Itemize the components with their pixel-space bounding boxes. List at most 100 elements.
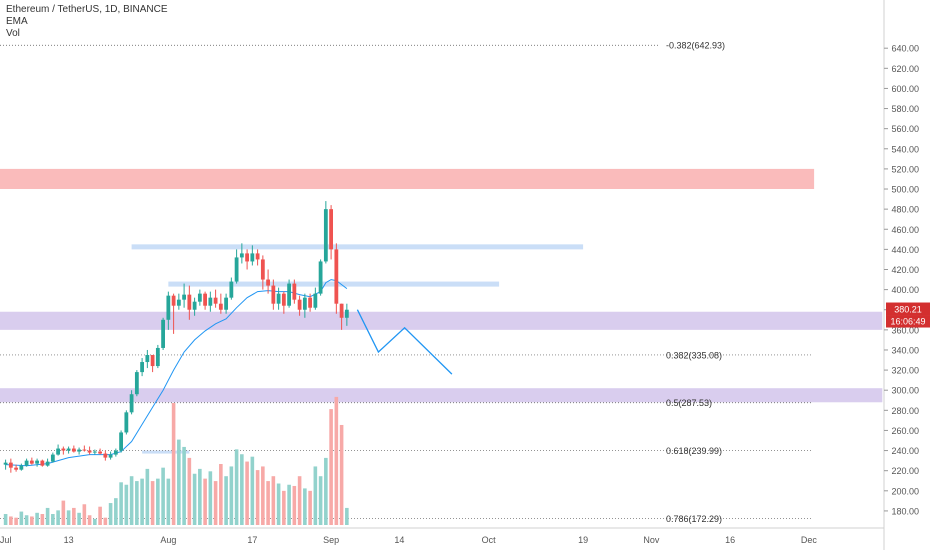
blue-zone[interactable] bbox=[131, 244, 584, 250]
candle-body[interactable] bbox=[29, 460, 34, 464]
candle-body[interactable] bbox=[218, 303, 223, 310]
candle-body[interactable] bbox=[239, 253, 244, 258]
candle-body[interactable] bbox=[3, 462, 8, 465]
candle-body[interactable] bbox=[119, 432, 123, 451]
candle-body[interactable] bbox=[134, 372, 139, 395]
candle-body[interactable] bbox=[334, 249, 339, 304]
volume-bar bbox=[308, 490, 312, 525]
candle-body[interactable] bbox=[50, 454, 55, 462]
candle-body[interactable] bbox=[197, 293, 202, 302]
ema-indicator-label[interactable]: EMA bbox=[6, 16, 28, 27]
candle-body[interactable] bbox=[129, 394, 134, 413]
candle-body[interactable] bbox=[14, 467, 18, 470]
candle-body[interactable] bbox=[145, 354, 150, 363]
candle-body[interactable] bbox=[234, 257, 239, 282]
price-tick-label: 500.00 bbox=[891, 185, 919, 195]
volume-bar bbox=[87, 515, 92, 525]
candle-body[interactable] bbox=[281, 293, 286, 306]
candle-body[interactable] bbox=[329, 209, 333, 250]
candle-body[interactable] bbox=[260, 259, 265, 280]
candle-body[interactable] bbox=[124, 412, 129, 433]
price-tick-label: 480.00 bbox=[891, 205, 919, 215]
support-zone[interactable] bbox=[0, 311, 883, 330]
candle-body[interactable] bbox=[150, 354, 155, 367]
candle-body[interactable] bbox=[166, 295, 171, 320]
candle-body[interactable] bbox=[292, 283, 297, 300]
candle-body[interactable] bbox=[213, 297, 218, 304]
candle-body[interactable] bbox=[56, 448, 60, 455]
candle-body[interactable] bbox=[224, 297, 228, 310]
candle-body[interactable] bbox=[40, 460, 45, 466]
volume-bar bbox=[14, 517, 18, 525]
candle-body[interactable] bbox=[24, 460, 29, 466]
resistance-zone[interactable] bbox=[0, 168, 815, 190]
price-tick-label: 600.00 bbox=[891, 84, 919, 94]
volume-bar bbox=[324, 457, 328, 525]
candle-body[interactable] bbox=[61, 448, 66, 451]
candle-body[interactable] bbox=[113, 450, 118, 455]
candle-body[interactable] bbox=[82, 449, 87, 451]
candle-body[interactable] bbox=[287, 283, 291, 306]
candle-body[interactable] bbox=[313, 293, 318, 308]
volume-bar bbox=[161, 467, 165, 525]
volume-indicator-label[interactable]: Vol bbox=[6, 28, 20, 39]
candle-body[interactable] bbox=[318, 261, 323, 294]
projection-path[interactable] bbox=[356, 309, 453, 375]
volume-bar bbox=[339, 424, 344, 525]
volume-bar bbox=[192, 473, 197, 525]
candle-body[interactable] bbox=[255, 253, 260, 260]
volume-bar bbox=[98, 506, 102, 525]
candle-body[interactable] bbox=[203, 293, 207, 306]
volume-bar bbox=[145, 468, 150, 525]
blue-zone[interactable] bbox=[168, 281, 500, 287]
volume-bar bbox=[77, 512, 81, 525]
chart-legend: Ethereum / TetherUS, 1D, BINANCE EMA Vol bbox=[6, 4, 168, 40]
blue-zone[interactable] bbox=[142, 450, 190, 454]
candle-body[interactable] bbox=[171, 295, 176, 306]
candle-body[interactable] bbox=[308, 297, 312, 308]
candle-body[interactable] bbox=[182, 294, 186, 300]
current-price-tag[interactable] bbox=[886, 302, 930, 316]
candle-body[interactable] bbox=[192, 301, 197, 310]
candle-body[interactable] bbox=[45, 461, 50, 466]
price-tick-label: 620.00 bbox=[891, 64, 919, 74]
volume-bar bbox=[135, 481, 139, 525]
candle-body[interactable] bbox=[77, 449, 81, 452]
candle-body[interactable] bbox=[187, 294, 192, 310]
candle-body[interactable] bbox=[108, 454, 113, 458]
candle-body[interactable] bbox=[161, 319, 165, 348]
candle-body[interactable] bbox=[103, 453, 108, 458]
candle-body[interactable] bbox=[276, 293, 281, 304]
candle-body[interactable] bbox=[35, 460, 39, 464]
candle-body[interactable] bbox=[66, 448, 71, 451]
volume-bar bbox=[40, 514, 45, 525]
candle-body[interactable] bbox=[302, 297, 307, 310]
candle-body[interactable] bbox=[140, 362, 144, 373]
volume-bar bbox=[66, 510, 71, 525]
candle-body[interactable] bbox=[323, 209, 328, 262]
candle-body[interactable] bbox=[208, 297, 213, 306]
candle-body[interactable] bbox=[71, 448, 76, 452]
candle-body[interactable] bbox=[344, 309, 349, 318]
support-zone[interactable] bbox=[0, 388, 883, 403]
symbol-label[interactable]: Ethereum / TetherUS, 1D, BINANCE bbox=[6, 4, 168, 15]
candle-body[interactable] bbox=[8, 462, 13, 468]
current-price-label: 380.21 bbox=[894, 305, 922, 315]
volume-bar bbox=[124, 484, 129, 525]
time-tick-label: Aug bbox=[160, 535, 176, 545]
candle-body[interactable] bbox=[271, 285, 276, 304]
candle-body[interactable] bbox=[339, 303, 344, 318]
candle-body[interactable] bbox=[250, 253, 255, 262]
candle-body[interactable] bbox=[155, 347, 160, 367]
volume-bar bbox=[129, 476, 134, 525]
candle-body[interactable] bbox=[229, 281, 234, 298]
candle-body[interactable] bbox=[19, 465, 24, 470]
candle-body[interactable] bbox=[87, 450, 92, 453]
candle-body[interactable] bbox=[245, 253, 249, 262]
candle-body[interactable] bbox=[266, 279, 270, 286]
candle-body[interactable] bbox=[297, 299, 302, 310]
candle-body[interactable] bbox=[176, 299, 181, 306]
candle-body[interactable] bbox=[98, 451, 102, 454]
candle-body[interactable] bbox=[92, 451, 97, 453]
